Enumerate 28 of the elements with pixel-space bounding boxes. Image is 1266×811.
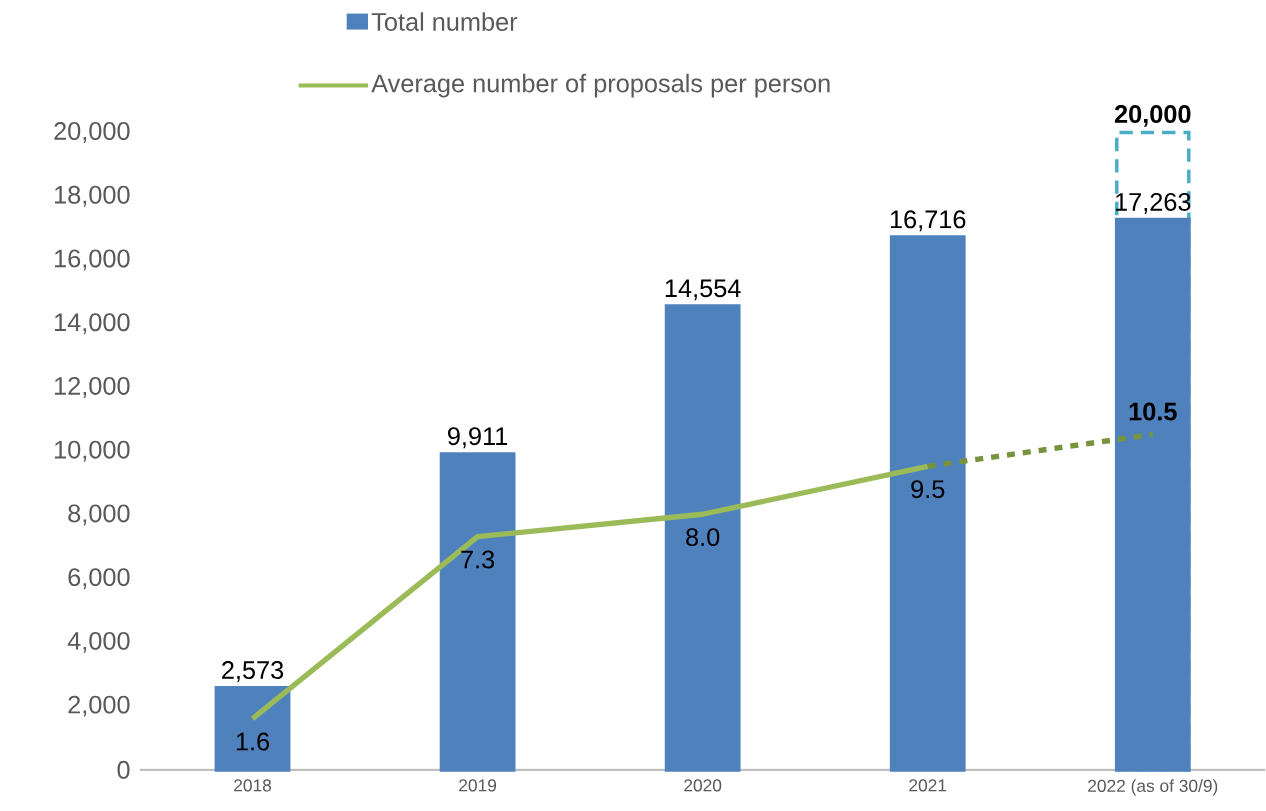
y-tick-label: 14,000: [55, 313, 130, 335]
x-tick-label: 2021: [909, 779, 947, 792]
legend-label: Average number of proposals per person: [371, 73, 830, 98]
y-tick-label: 6,000: [68, 568, 130, 590]
y-tick-label: 20,000: [54, 122, 130, 144]
data-label: 14,554: [665, 279, 741, 301]
x-tick-label: 2018: [234, 779, 272, 792]
x-tick-label: 2019: [459, 779, 497, 792]
data-label: 2,573: [222, 661, 284, 683]
data-label: 10.5: [1129, 402, 1177, 421]
x-tick-label: 2022 (as of 30/9): [1088, 779, 1218, 796]
y-tick-label: 12,000: [55, 377, 130, 398]
y-tick-label: 8,000: [68, 504, 130, 526]
data-label: 1.6: [236, 732, 270, 751]
data-label: 20,000: [1114, 105, 1191, 127]
x-tick-label: 2020: [684, 779, 722, 792]
data-label: 9,911: [448, 427, 508, 449]
legend-label: Total number: [371, 12, 518, 31]
y-tick-label: 18,000: [55, 185, 130, 207]
data-label: 8.0: [686, 528, 720, 547]
data-label: 7.3: [461, 550, 495, 569]
y-tick-label: 4,000: [67, 631, 130, 653]
data-label: 9.5: [911, 480, 945, 499]
data-label: 16,716: [890, 210, 966, 232]
y-tick-label: 16,000: [55, 249, 130, 271]
y-tick-label: 0: [117, 760, 130, 779]
y-tick-label: 2,000: [68, 695, 130, 717]
y-tick-label: 10,000: [55, 440, 130, 462]
